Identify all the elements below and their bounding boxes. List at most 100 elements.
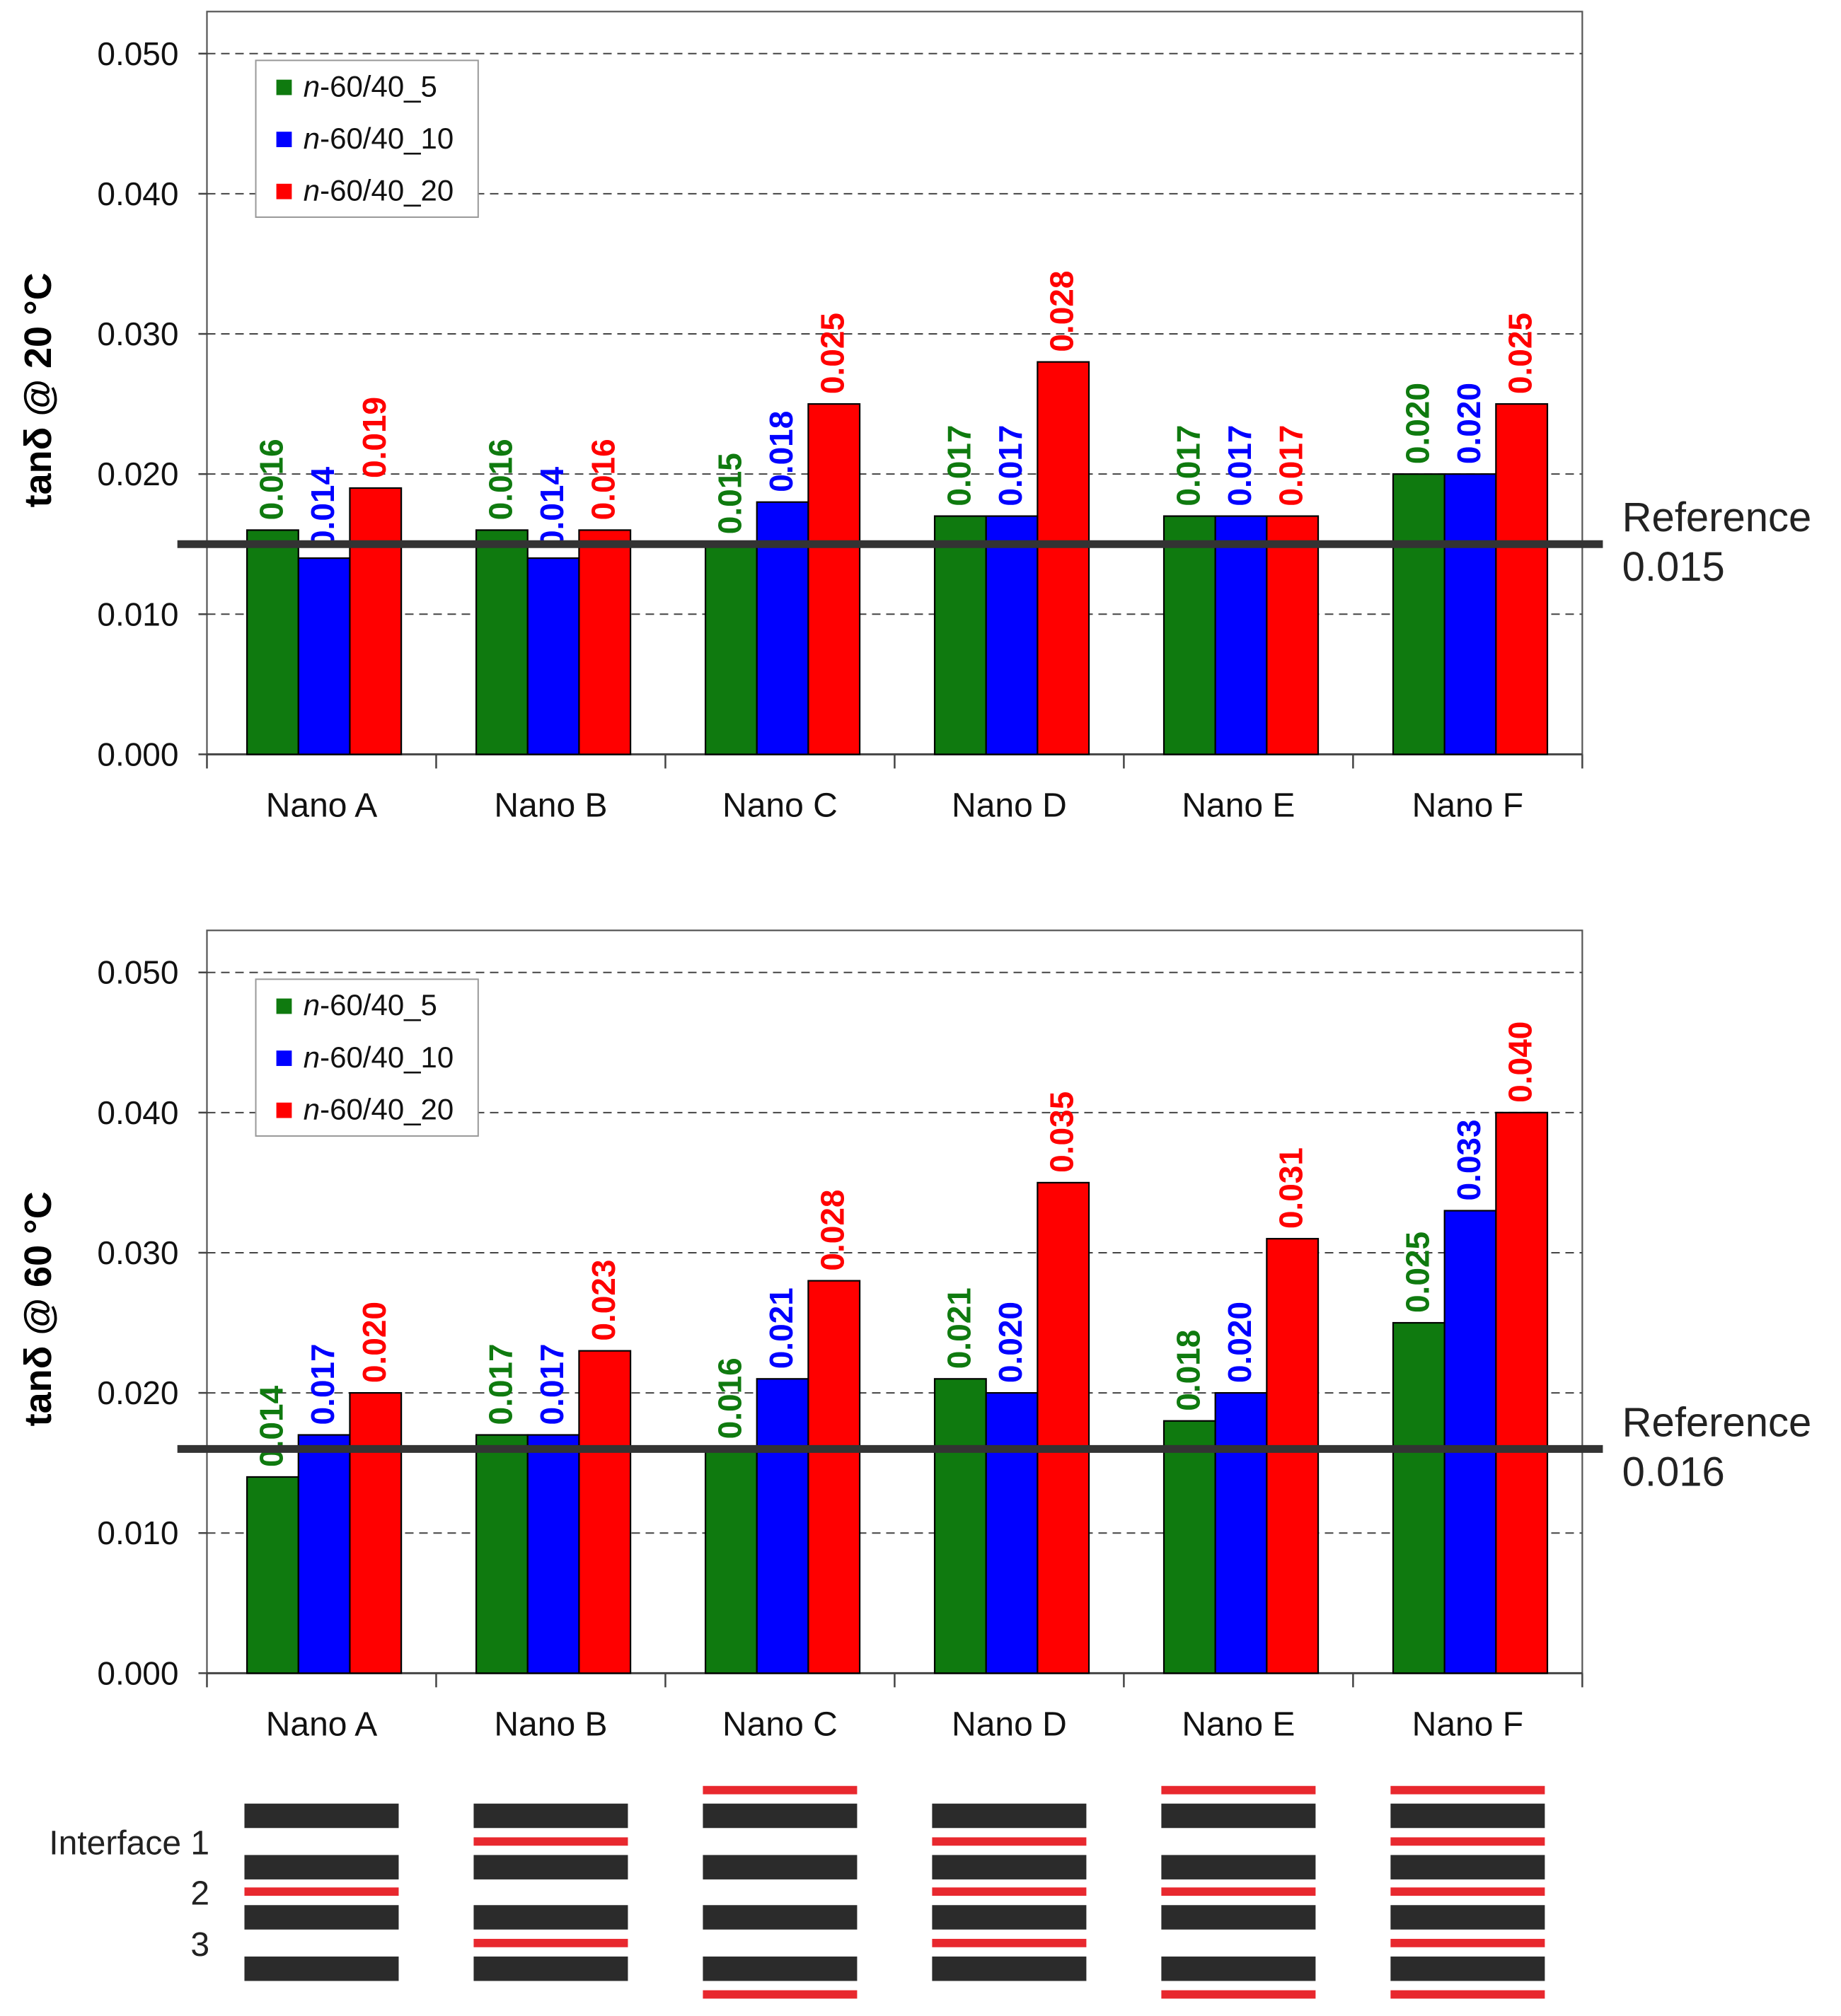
legend-swatch xyxy=(276,1050,292,1066)
y-tick-label: 0.050 xyxy=(97,35,178,72)
bar-60-40-20 xyxy=(1495,402,1549,755)
y-tick-label: 0.050 xyxy=(97,954,178,991)
asphalt-layer xyxy=(473,1855,628,1879)
reference-label: Reference xyxy=(1622,1399,1812,1445)
bar-value-label: 0.017 xyxy=(1170,424,1206,506)
y-tick-label: 0.010 xyxy=(97,596,178,632)
bar-60-40-5 xyxy=(246,529,299,755)
bar-60-40-10 xyxy=(1443,473,1497,755)
bar-value-label: 0.017 xyxy=(482,1343,519,1425)
legend-entry: n-60/40_5 xyxy=(304,988,437,1021)
legend-entry-prefix: n xyxy=(304,69,320,103)
bar-60-40-10 xyxy=(297,557,351,755)
bar-value-label: 0.035 xyxy=(1044,1091,1080,1173)
y-tick-label: 0.040 xyxy=(97,175,178,212)
y-tick-label: 0.020 xyxy=(97,456,178,492)
legend-entry-suffix: -60/40_5 xyxy=(320,988,437,1021)
layer-stack xyxy=(1390,1785,1545,1999)
bar-value-label: 0.017 xyxy=(940,424,977,506)
nano-layer xyxy=(932,1837,1087,1846)
nano-layer xyxy=(1390,1837,1545,1846)
nano-layer xyxy=(244,1887,399,1896)
asphalt-layer xyxy=(932,1803,1087,1829)
legend-entry-suffix: -60/40_10 xyxy=(320,122,454,155)
bar-value-label: 0.017 xyxy=(304,1343,341,1425)
legend-entry: n-60/40_5 xyxy=(304,69,437,103)
bar-60-40-10 xyxy=(526,1434,580,1674)
bar-60-40-20 xyxy=(1495,1111,1549,1674)
layer-stack xyxy=(1161,1785,1316,1999)
bar-value-label: 0.017 xyxy=(1273,424,1310,506)
nano-layer xyxy=(1161,1990,1316,1999)
category-label: Nano B xyxy=(494,1705,607,1743)
asphalt-layer xyxy=(244,1855,399,1879)
legend-entry-suffix: -60/40_20 xyxy=(320,173,454,207)
layer-stack xyxy=(244,1803,399,1981)
legend-entry: n-60/40_10 xyxy=(304,122,454,155)
bar-value-label: 0.017 xyxy=(992,424,1029,506)
nano-layer xyxy=(473,1938,628,1947)
bar-60-40-5 xyxy=(475,529,529,755)
layer-stack xyxy=(932,1803,1087,1981)
legend-box xyxy=(255,978,479,1137)
asphalt-layer xyxy=(473,1956,628,1981)
asphalt-layer xyxy=(703,1956,858,1981)
bar-value-label: 0.017 xyxy=(1221,424,1258,506)
asphalt-layer xyxy=(703,1803,858,1829)
interface-diagram: Interface 1 2 3 xyxy=(49,1785,1545,1999)
legend-swatch xyxy=(276,1102,292,1118)
layer-stack xyxy=(473,1803,628,1981)
bar-60-40-10 xyxy=(297,1434,351,1674)
bar-value-label: 0.016 xyxy=(711,1357,748,1439)
y-tick-label: 0.030 xyxy=(97,1234,178,1271)
bar-value-label: 0.019 xyxy=(356,397,393,478)
legend-entry-suffix: -60/40_5 xyxy=(320,69,437,103)
asphalt-layer xyxy=(473,1803,628,1829)
bar-60-40-20 xyxy=(1266,515,1320,755)
bar-60-40-5 xyxy=(1392,473,1445,755)
bar-60-40-10 xyxy=(1443,1210,1497,1674)
bar-60-40-20 xyxy=(578,529,632,755)
bar-value-label: 0.018 xyxy=(763,411,800,492)
asphalt-layer xyxy=(244,1956,399,1981)
bar-60-40-10 xyxy=(985,515,1039,755)
category-label: Nano F xyxy=(1412,787,1523,824)
asphalt-layer xyxy=(1161,1905,1316,1930)
bar-value-label: 0.040 xyxy=(1502,1021,1539,1103)
category-label: Nano A xyxy=(266,787,377,824)
legend-entry-prefix: n xyxy=(304,173,320,207)
bar-value-label: 0.015 xyxy=(711,453,748,534)
asphalt-layer xyxy=(1390,1803,1545,1829)
bar-60-40-10 xyxy=(756,501,809,755)
y-axis-title: tanδ @ 60 °C xyxy=(17,1191,59,1426)
asphalt-layer xyxy=(1390,1855,1545,1879)
y-tick-label: 0.020 xyxy=(97,1374,178,1411)
legend-swatch xyxy=(276,998,292,1014)
bar-60-40-10 xyxy=(526,557,580,755)
bar-60-40-10 xyxy=(985,1391,1039,1674)
asphalt-layer xyxy=(1390,1905,1545,1930)
y-tick-label: 0.000 xyxy=(97,1655,178,1691)
legend-entry: n-60/40_10 xyxy=(304,1041,454,1074)
reference-value: 0.016 xyxy=(1622,1449,1725,1495)
nano-layer xyxy=(1390,1938,1545,1947)
bar-value-label: 0.028 xyxy=(814,1189,851,1270)
legend-entry-suffix: -60/40_10 xyxy=(320,1041,454,1074)
bar-value-label: 0.025 xyxy=(1502,313,1539,394)
legend-swatch xyxy=(276,79,292,95)
legend-swatch xyxy=(276,183,292,199)
bar-value-label: 0.016 xyxy=(585,439,622,520)
nano-layer xyxy=(703,1785,858,1795)
bar-60-40-5 xyxy=(1162,515,1216,755)
asphalt-layer xyxy=(1161,1956,1316,1981)
bar-value-label: 0.033 xyxy=(1450,1119,1487,1200)
bar-value-label: 0.023 xyxy=(585,1260,622,1341)
reference-label: Reference xyxy=(1622,494,1812,540)
bar-value-label: 0.020 xyxy=(992,1302,1029,1383)
y-axis-title: tanδ @ 20 °C xyxy=(17,272,59,507)
legend-entry-prefix: n xyxy=(304,988,320,1021)
asphalt-layer xyxy=(244,1905,399,1930)
bar-60-40-20 xyxy=(578,1350,632,1674)
y-tick-label: 0.000 xyxy=(97,736,178,772)
